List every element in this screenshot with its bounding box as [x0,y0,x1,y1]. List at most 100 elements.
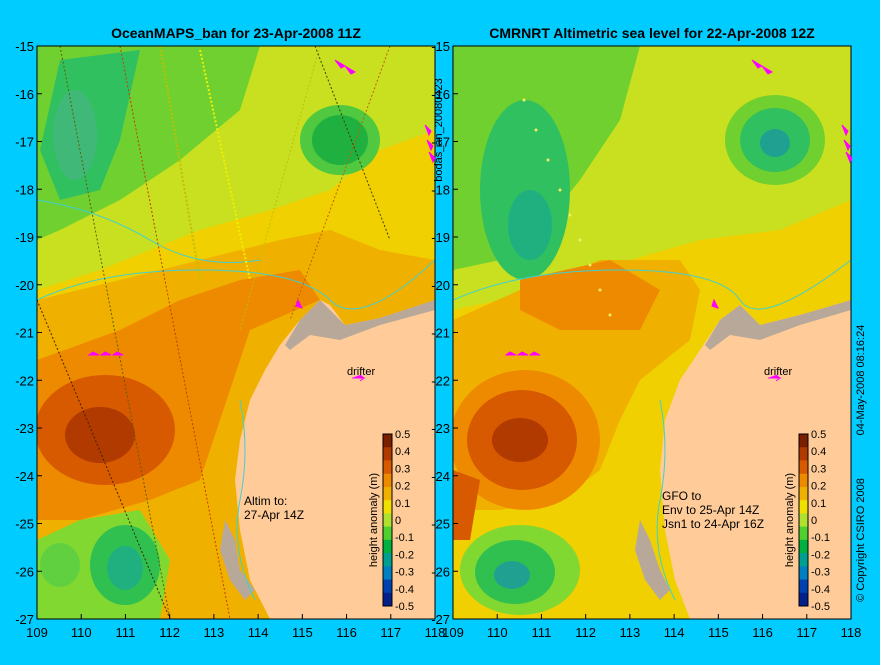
lat-tick-label: -17 [431,135,450,150]
lat-tick-label: -15 [15,39,34,54]
colorbar-swatch [383,566,392,581]
lat-tick-label: -18 [431,182,450,197]
right-drifter-arrows [504,59,853,382]
note-line: 27-Apr 14Z [244,508,304,522]
colorbar-swatch [799,434,808,448]
lon-tick-label: 117 [796,625,817,640]
colorbar-tick-label: 0.4 [811,446,826,458]
lon-tick-label: 112 [575,625,596,640]
lat-tick-label: -24 [431,469,450,484]
lat-tick-label: -22 [15,373,34,388]
lon-tick-label: 110 [487,625,508,640]
colorbar-swatch [799,513,808,528]
lon-tick-label: 117 [380,625,401,640]
lat-tick-label: -26 [15,564,34,579]
copyright-label: © Copyright CSIRO 2008 [855,478,867,602]
colorbar-tick-label: 0 [811,515,817,527]
lon-tick-label: 116 [752,625,773,640]
left-colorbar: 0.5 0.4 0.3 0.2 0.1 0 -0.1 -0.2 -0.3 -0.4 -0.5 heig… [368,429,414,613]
colorbar-swatch [799,539,808,554]
colorbar-swatch [383,579,392,594]
lon-tick-label: 113 [204,625,225,640]
colorbar-swatch [799,500,808,514]
lat-tick-label: -15 [431,39,450,54]
colorbar-tick-label: -0.3 [395,567,414,579]
lat-tick-label: -20 [15,278,34,293]
colorbar-swatch [799,526,808,541]
colorbar-label: height anomaly (m) [784,473,796,567]
colorbar-swatch [383,500,392,514]
colorbar-swatch [799,460,808,475]
colorbar-swatch [799,553,808,567]
colorbar-tick-label: -0.5 [395,601,414,613]
colorbar-tick-label: -0.1 [811,532,830,544]
lat-tick-label: -22 [431,373,450,388]
lon-tick-label: 111 [116,625,136,640]
lon-tick-label: 114 [248,625,269,640]
colorbar-swatch [383,460,392,475]
colorbar-tick-label: 0.5 [395,429,410,441]
file-id-label: bodas_an_20080423 [433,78,445,181]
colorbar-tick-label: -0.4 [395,584,414,596]
lon-tick-label: 118 [841,625,862,640]
left-axis-ticks: 109 110 111 112 113 114 115 116 117 118 -15 -16 -17 -… [15,39,445,640]
right-panel-title: CMRNRT Altimetric sea level for 22-Apr-2… [489,25,815,41]
colorbar-tick-label: -0.2 [811,549,830,561]
right-axis-ticks: 109 110 111 112 113 114 115 116 117 118 -15 -16 -17 -… [431,39,861,640]
lat-tick-label: -27 [431,612,450,627]
colorbar-swatch [383,473,392,488]
colorbar-swatch [799,566,808,581]
lon-tick-label: 109 [26,625,48,640]
colorbar-label: height anomaly (m) [368,473,380,567]
colorbar-swatch [799,486,808,501]
lat-tick-label: -24 [15,469,34,484]
colorbar-tick-label: 0.3 [811,463,826,475]
colorbar-tick-label: -0.5 [811,601,830,613]
lat-tick-label: -16 [431,87,450,102]
note-line: GFO to [662,489,702,503]
left-panel-note: Altim to: 27-Apr 14Z [244,494,304,522]
lat-tick-label: -19 [431,230,450,245]
left-panel-title: OceanMAPS_ban for 23-Apr-2008 11Z [111,25,361,41]
lat-tick-label: -26 [431,564,450,579]
lat-tick-label: -23 [15,421,34,436]
right-map-panel: CMRNRT Altimetric sea level for 22-Apr-2… [452,25,853,620]
colorbar-swatch [383,553,392,567]
left-map-panel: OceanMAPS_ban for 23-Apr-2008 11Z drifte… [36,25,436,620]
lon-tick-label: 116 [336,625,357,640]
lat-tick-label: -21 [15,326,34,341]
colorbar-swatch [383,447,392,461]
lon-tick-label: 110 [71,625,92,640]
lon-tick-label: 111 [532,625,552,640]
lat-tick-label: -17 [15,135,34,150]
colorbar-tick-label: 0 [395,515,401,527]
lon-tick-label: 115 [292,625,313,640]
note-line: Jsn1 to 24-Apr 16Z [662,517,764,531]
colorbar-tick-label: -0.1 [395,532,414,544]
colorbar-swatch [383,486,392,501]
colorbar-swatch [383,434,392,448]
right-colorbar: 0.5 0.4 0.3 0.2 0.1 0 -0.1 -0.2 -0.3 -0.4 -0.5 heig… [784,429,830,613]
colorbar-frame [382,433,393,607]
colorbar-tick-label: 0.1 [395,498,410,510]
colorbar-swatch [383,592,392,607]
lon-tick-label: 113 [620,625,641,640]
lat-tick-label: -20 [431,278,450,293]
colorbar-swatch [383,526,392,541]
lat-tick-label: -18 [15,182,34,197]
colorbar-tick-label: -0.4 [811,584,830,596]
right-drifter-label: drifter [764,366,792,378]
colorbar-tick-label: 0.3 [395,463,410,475]
left-drifter-label: drifter [347,366,375,378]
timestamp-label: 04-May-2008 08:16:24 [855,325,867,436]
colorbar-swatch [383,539,392,554]
colorbar-tick-label: -0.2 [395,549,414,561]
lat-tick-label: -21 [431,326,450,341]
lat-tick-label: -27 [15,612,34,627]
lon-tick-label: 109 [442,625,464,640]
colorbar-tick-label: 0.5 [811,429,826,441]
lon-tick-label: 118 [425,625,446,640]
lat-tick-label: -19 [15,230,34,245]
colorbar-frame [798,433,809,607]
